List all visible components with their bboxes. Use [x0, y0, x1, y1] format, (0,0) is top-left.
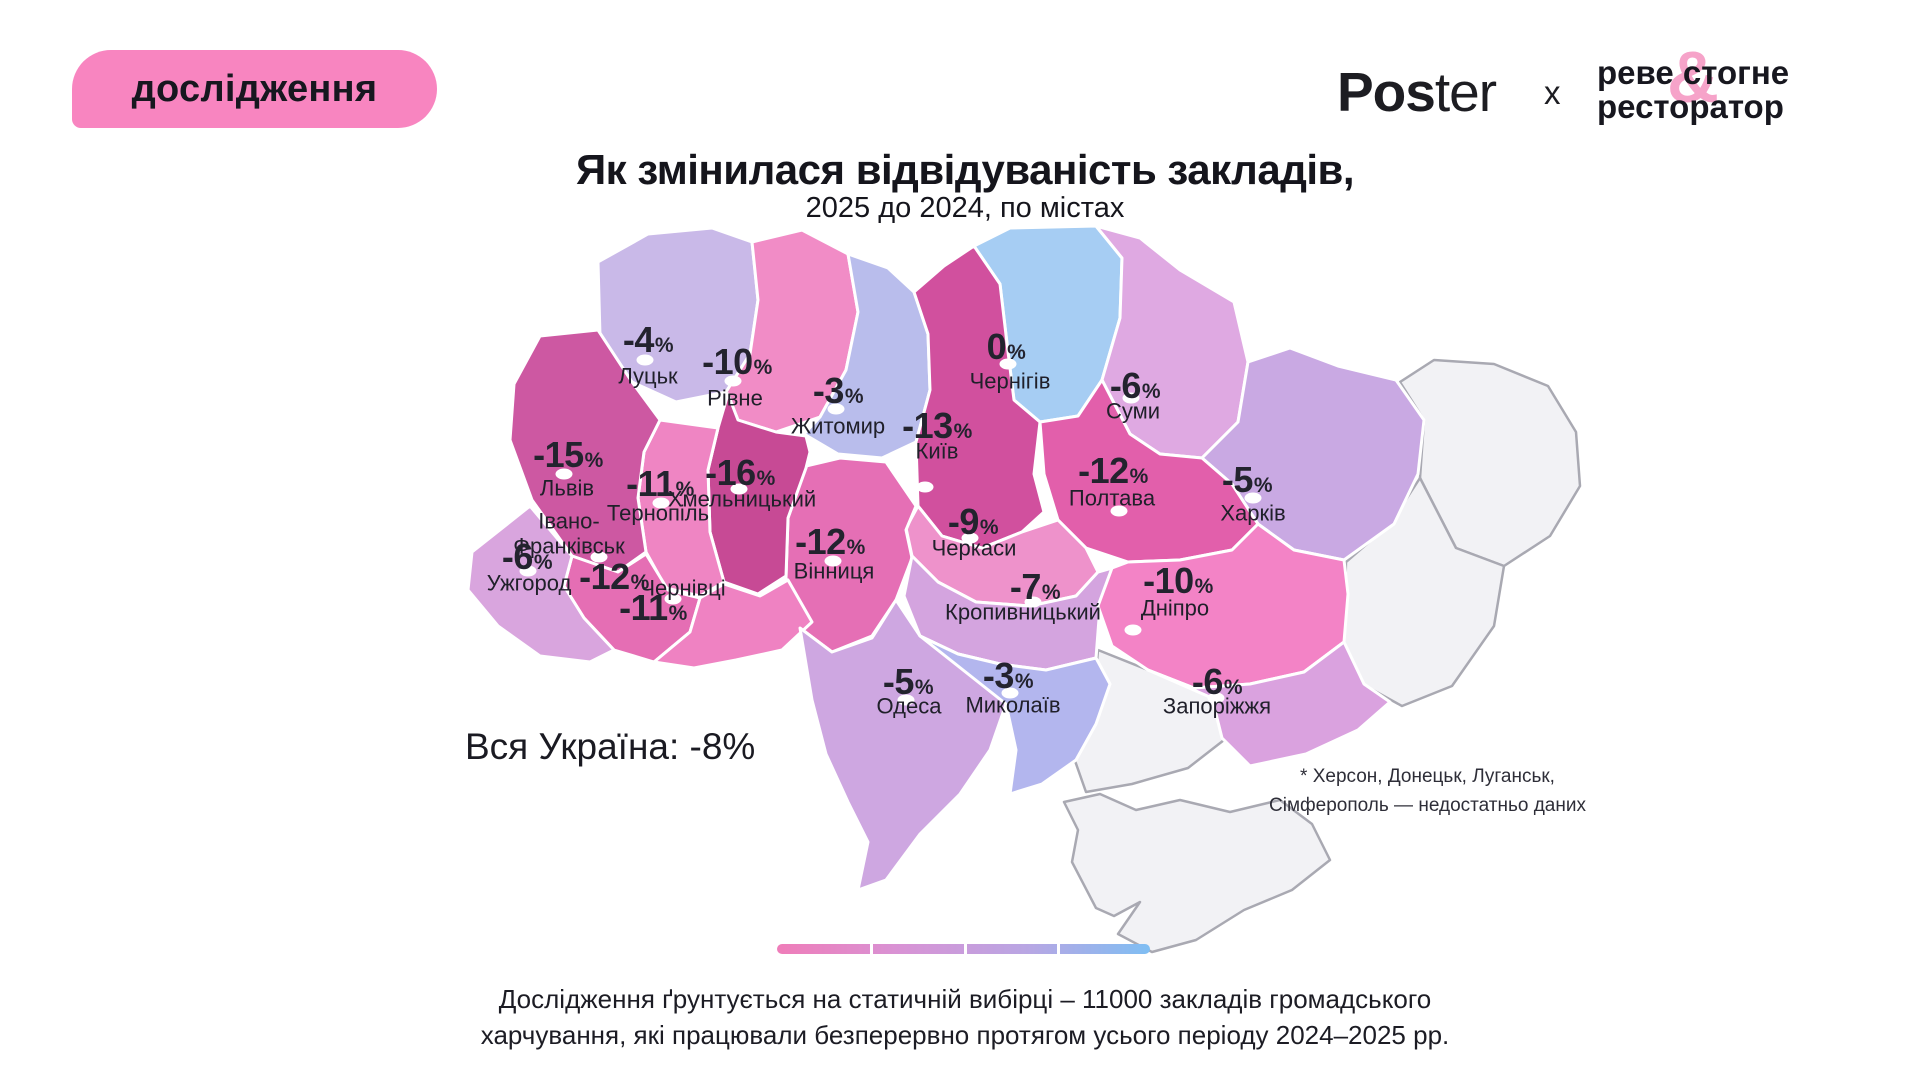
restaurateur-logo: & реве стогне ресторатор	[1597, 42, 1790, 125]
city-dot-mykolaiv	[1001, 687, 1019, 699]
page-title: Як змінилася відвідуваність закладів,	[575, 146, 1355, 193]
city-dot-dnipro	[1124, 624, 1142, 636]
region-shape-mykolaiv	[918, 634, 1112, 796]
ukraine-total: Вся Україна: -8%	[465, 726, 756, 767]
brand-line1-a: реве	[1597, 54, 1674, 91]
footnote-line1: * Херсон, Донецьк, Луганськ,	[1300, 766, 1555, 787]
city-dot-kharkiv	[1244, 492, 1262, 504]
city-dot-ivano	[590, 551, 608, 563]
footnote-line2: Сімферополь — недостатньо даних	[1269, 795, 1586, 817]
region-shape-lviv	[508, 328, 662, 574]
region-shape-rivne	[724, 228, 860, 434]
ampersand-accent: &	[1667, 38, 1719, 118]
poster-logo-bold: Pos	[1337, 61, 1436, 123]
region-shape-zaporizhzhia	[1146, 640, 1392, 768]
legend-divider	[1056, 944, 1060, 954]
methodology-line1: Дослідження ґрунтується на статичній виб…	[498, 984, 1432, 1014]
city-dot-kyiv	[916, 481, 934, 493]
methodology-note: Дослідження ґрунтується на статичній виб…	[455, 982, 1475, 1054]
brand-line2: ресторатор	[1597, 87, 1784, 125]
city-dot-sumy	[1122, 392, 1140, 404]
logo-separator: x	[1544, 74, 1561, 111]
region-shape-chernivtsi	[652, 578, 814, 670]
no-data-footnote: * Херсон, Донецьк, Луганськ, Сімферополь…	[1255, 762, 1600, 821]
legend-gradient-bar	[777, 944, 1150, 954]
page-subtitle: 2025 до 2024, по містах	[805, 192, 1125, 224]
methodology-line2: харчування, які працювали безперервно пр…	[480, 1019, 1450, 1050]
city-dot-vinnytsia	[824, 555, 842, 567]
city-dot-odesa	[897, 694, 915, 706]
city-dot-chernivtsi	[664, 593, 682, 605]
city-dot-kropyvnytskyi	[1024, 596, 1042, 608]
city-dot-lutsk	[636, 354, 654, 366]
legend-divider	[963, 944, 967, 954]
city-dot-ternopil	[652, 497, 670, 509]
research-badge-label: дослідження	[131, 67, 378, 110]
city-dot-lviv	[555, 468, 573, 480]
poster-logo: Poster	[1337, 60, 1497, 124]
region-shape-luhansk-no-data	[1398, 358, 1582, 568]
research-badge: дослідження	[72, 50, 437, 128]
region-shape-crimea-no-data	[1062, 792, 1332, 954]
city-dot-cherkasy	[961, 532, 979, 544]
city-dot-zaporizhzhia	[1207, 692, 1225, 704]
poster-logo-light: ter	[1434, 61, 1497, 123]
city-dot-chernihiv	[999, 358, 1017, 370]
brand-line1-b: стогне	[1682, 54, 1790, 91]
city-dot-rivne	[724, 375, 742, 387]
city-dot-zhytomyr	[827, 403, 845, 415]
city-dot-poltava	[1110, 505, 1128, 517]
city-dot-uzhhorod	[519, 565, 537, 577]
region-shape-uzhhorod	[466, 504, 616, 664]
legend-divider	[870, 944, 874, 954]
region-shape-kyiv	[912, 244, 1046, 550]
region-shape-odesa	[798, 598, 1008, 892]
city-dot-khmelnytskyi	[730, 483, 748, 495]
